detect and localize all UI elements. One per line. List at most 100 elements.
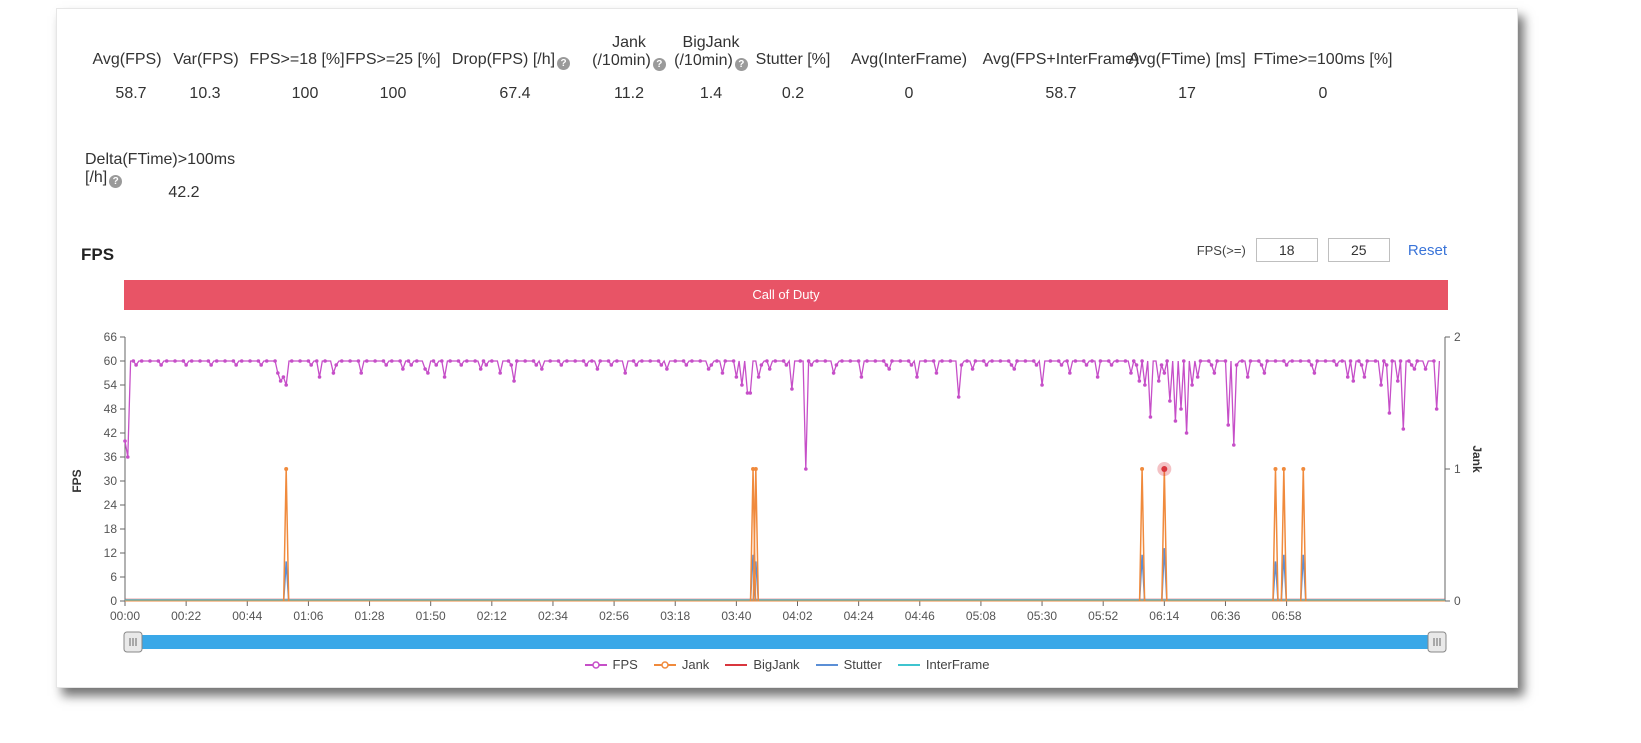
fps-point <box>1098 359 1103 363</box>
legend-item[interactable]: InterFrame <box>897 657 990 672</box>
fps-point <box>331 371 336 375</box>
y-tick-label: 48 <box>104 402 118 416</box>
stat-label: Drop(FPS) [/h]? <box>431 51 591 70</box>
fps-point <box>134 363 138 367</box>
jank-spike <box>1280 468 1288 602</box>
fps-point <box>1015 359 1019 363</box>
fps-point <box>1398 359 1403 363</box>
fps-point <box>364 359 369 363</box>
fps-point <box>573 359 577 363</box>
y-tick-label: 30 <box>104 474 118 488</box>
fps-point <box>431 359 436 363</box>
fps-point <box>1309 363 1314 367</box>
fps-point <box>809 363 814 367</box>
stat-label: Avg(FTime) [ms] <box>1107 51 1267 69</box>
y-tick-label: 12 <box>104 546 118 560</box>
reset-button[interactable]: Reset <box>1407 241 1447 259</box>
stat-value: 0 <box>1318 85 1328 102</box>
fps-point <box>1357 359 1361 363</box>
fps-point <box>848 359 853 363</box>
fps-point <box>1240 359 1244 363</box>
legend-item[interactable]: Jank <box>653 657 709 672</box>
fps-point <box>823 359 828 363</box>
fps-point <box>389 359 394 363</box>
help-icon[interactable]: ? <box>734 58 748 71</box>
fps-point <box>1232 443 1236 447</box>
jank-highlight-point <box>1161 466 1168 472</box>
fps-point <box>865 359 869 363</box>
fps-point <box>959 363 964 367</box>
x-tick-label: 04:46 <box>905 609 935 623</box>
fps-point <box>125 455 130 459</box>
fps-point <box>198 359 202 363</box>
x-tick-label: 04:02 <box>782 609 812 623</box>
fps-point <box>309 363 313 367</box>
stat-label-text: Drop(FPS) [/h] <box>451 51 556 68</box>
y-tick-label: 18 <box>104 522 118 536</box>
fps-threshold-label: FPS(>=) <box>1196 242 1246 258</box>
fps-point <box>1090 359 1094 363</box>
fps-point <box>640 359 644 363</box>
fps-point <box>781 359 786 363</box>
stat-label: Jank (/10min)? <box>549 34 709 71</box>
fps-point <box>1195 375 1200 379</box>
y-tick-label: 60 <box>104 354 118 368</box>
fps-point <box>981 359 986 363</box>
jank-spike <box>1300 468 1307 602</box>
chart-title: FPS <box>81 245 115 264</box>
legend-label: InterFrame <box>925 657 990 672</box>
fps-point <box>584 363 589 367</box>
fps-point <box>414 359 419 363</box>
fps-point <box>940 359 944 363</box>
fps-threshold-high-input[interactable] <box>1327 238 1390 262</box>
stat-value: 58.7 <box>1045 85 1077 102</box>
fps-point <box>698 359 703 363</box>
fps-point <box>1212 371 1217 375</box>
fps-threshold-low-input[interactable] <box>1255 238 1318 262</box>
x-tick-label: 06:36 <box>1210 609 1240 623</box>
stat-value: 67.4 <box>499 85 531 102</box>
fps-point <box>359 371 364 375</box>
legend-item[interactable]: Stutter <box>815 657 882 672</box>
stat-label-text: Avg(InterFrame) <box>850 51 968 68</box>
fps-point <box>339 359 344 363</box>
fps-point <box>1109 363 1114 367</box>
fps-point <box>706 367 711 371</box>
fps-point <box>540 367 544 371</box>
fps-point <box>1009 363 1014 367</box>
fps-point <box>384 363 389 367</box>
fps-point <box>890 359 894 363</box>
fps-point <box>784 363 789 367</box>
help-icon[interactable]: ? <box>109 175 123 188</box>
fps-point <box>1073 359 1078 363</box>
stat-label-text: Avg(FPS) <box>92 51 162 68</box>
fps-point <box>915 375 919 379</box>
fps-point <box>1165 359 1169 363</box>
fps-point <box>356 359 361 363</box>
fps-point <box>1348 359 1353 363</box>
stat-label-text: Var(FPS) <box>173 51 239 68</box>
fps-point <box>1168 399 1172 403</box>
legend-item[interactable]: FPS <box>584 657 638 672</box>
fps-point <box>1407 359 1411 363</box>
fps-point <box>548 359 552 363</box>
help-icon[interactable]: ? <box>652 58 666 71</box>
fps-point <box>815 359 819 363</box>
fps-point <box>181 359 186 363</box>
y2-tick-label: 1 <box>1454 462 1461 476</box>
fps-point <box>623 371 628 375</box>
fps-point <box>164 359 169 363</box>
fps-point <box>1190 383 1194 387</box>
fps-point <box>740 383 744 387</box>
stat-label-text: Stutter [%] <box>755 51 831 68</box>
fps-point <box>970 367 975 371</box>
fps-point <box>859 375 864 379</box>
fps-point <box>606 359 611 363</box>
fps-point <box>123 439 127 443</box>
fps-point <box>1362 375 1367 379</box>
legend-item[interactable]: BigJank <box>725 657 800 672</box>
fps-point <box>1382 359 1386 363</box>
fps-point <box>1129 371 1133 375</box>
x-tick-label: 02:12 <box>477 609 507 623</box>
help-icon[interactable]: ? <box>557 57 571 70</box>
